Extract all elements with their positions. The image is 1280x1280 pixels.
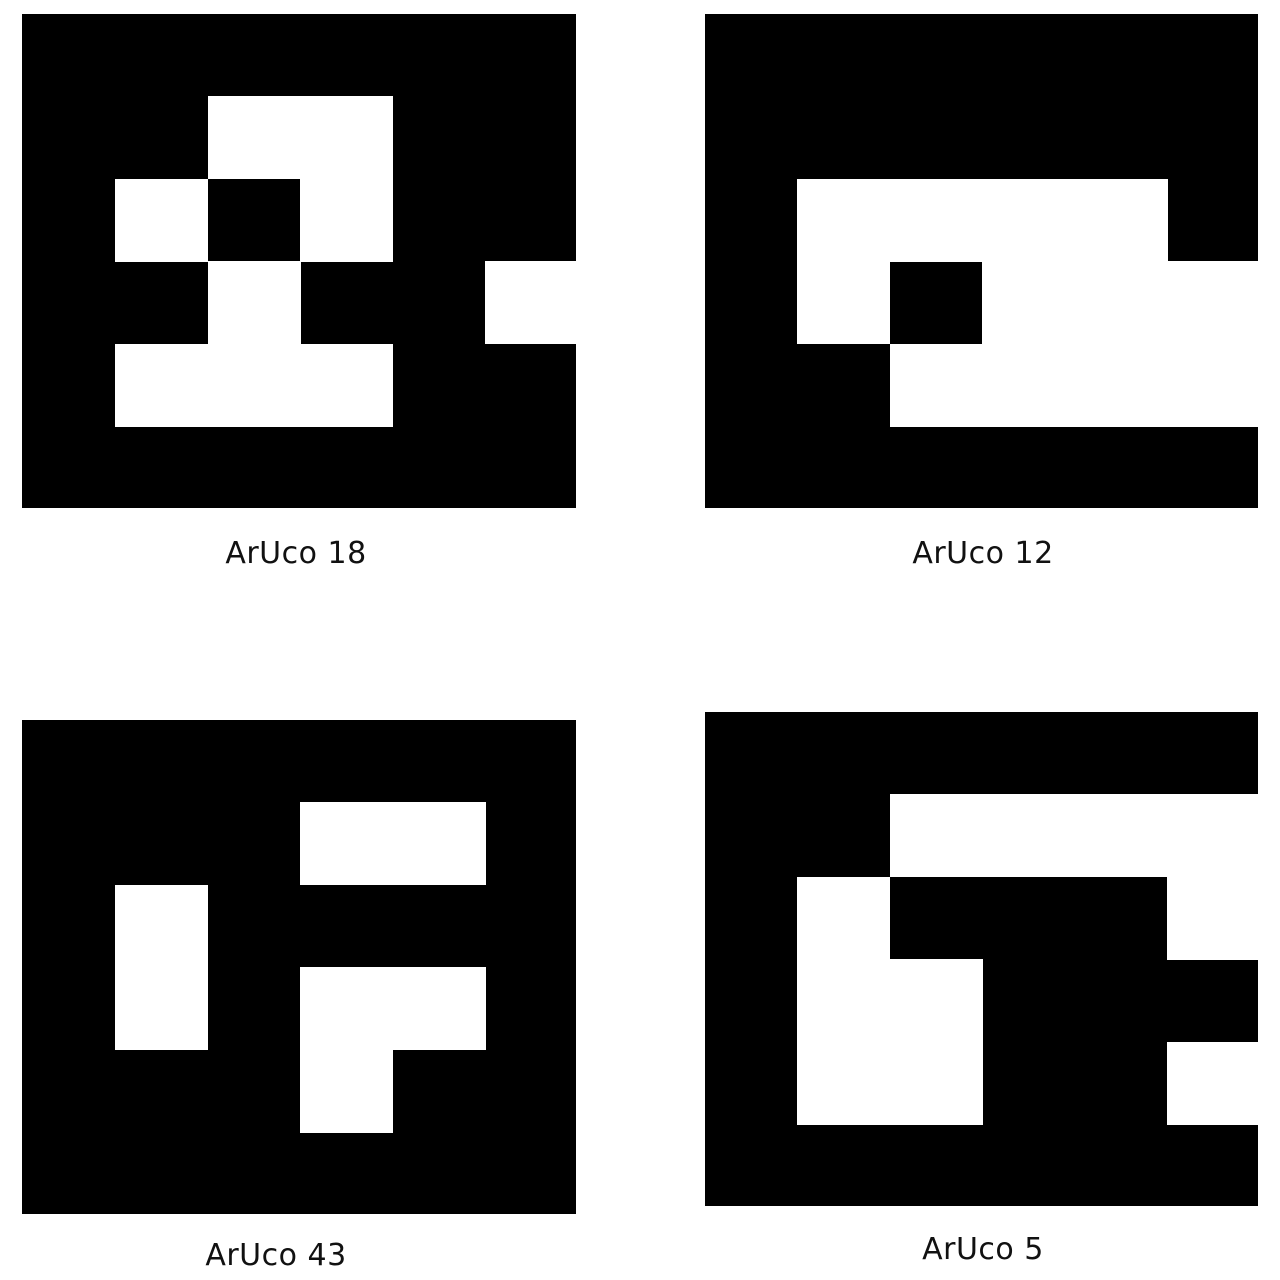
marker-white-cell [797, 178, 891, 262]
marker-white-cell [485, 261, 579, 345]
marker-white-cell [392, 802, 486, 886]
marker-white-cell [115, 884, 209, 968]
marker-white-cell [300, 96, 394, 180]
marker-white-cell [889, 178, 983, 262]
marker-white-cell [982, 343, 1076, 427]
marker-white-cell [207, 343, 301, 427]
aruco-marker-18 [22, 14, 579, 508]
marker-white-cell [889, 959, 983, 1043]
caption-aruco-43: ArUco 43 [205, 1238, 347, 1273]
aruco-marker-5 [705, 712, 1261, 1206]
marker-white-cell [1167, 794, 1261, 878]
marker-white-cell [1074, 794, 1168, 878]
marker-white-cell [115, 178, 209, 262]
caption-aruco-5: ArUco 5 [922, 1232, 1044, 1267]
marker-white-cell [300, 802, 394, 886]
marker-white-cell [889, 343, 983, 427]
marker-white-cell [115, 967, 209, 1051]
marker-white-cell [392, 967, 486, 1051]
marker-white-cell [797, 876, 891, 960]
marker-white-cell [797, 261, 891, 345]
caption-aruco-18: ArUco 18 [225, 536, 367, 571]
marker-white-cell [982, 261, 1076, 345]
marker-white-cell [300, 1049, 394, 1133]
marker-white-cell [1167, 1041, 1261, 1125]
marker-white-cell [982, 178, 1076, 262]
aruco-marker-43 [22, 720, 576, 1214]
marker-white-cell [982, 794, 1076, 878]
marker-white-cell [207, 261, 301, 345]
marker-white-cell [1167, 261, 1261, 345]
marker-white-cell [1074, 261, 1168, 345]
marker-white-cell [300, 343, 394, 427]
marker-white-cell [889, 794, 983, 878]
marker-white-cell [300, 967, 394, 1051]
marker-white-cell [1167, 876, 1261, 960]
caption-aruco-12: ArUco 12 [912, 536, 1054, 571]
marker-white-cell [1074, 178, 1168, 262]
marker-white-cell [115, 343, 209, 427]
marker-white-cell [1167, 343, 1261, 427]
marker-white-cell [797, 1041, 891, 1125]
marker-white-cell [889, 1041, 983, 1125]
marker-white-cell [207, 96, 301, 180]
aruco-marker-12 [705, 14, 1261, 508]
marker-white-cell [797, 959, 891, 1043]
marker-white-cell [1074, 343, 1168, 427]
marker-white-cell [300, 178, 394, 262]
